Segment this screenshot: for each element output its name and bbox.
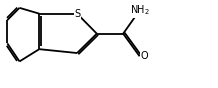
Text: O: O <box>141 51 148 61</box>
Text: NH$_2$: NH$_2$ <box>130 4 150 17</box>
Text: S: S <box>74 9 80 19</box>
